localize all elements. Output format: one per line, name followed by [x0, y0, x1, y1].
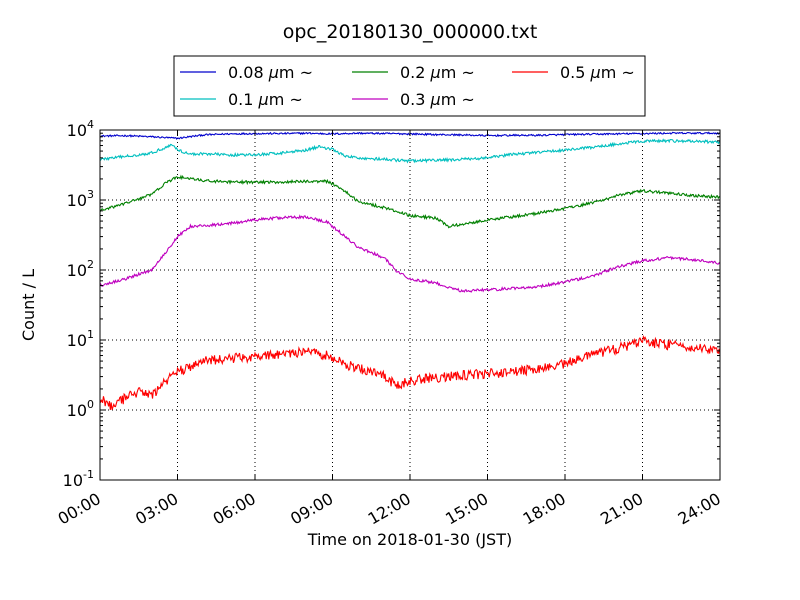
y-tick-label: 103: [67, 188, 94, 210]
legend-box: [173, 55, 646, 117]
y-tick-label: 100: [67, 398, 94, 420]
tick-layer: [99, 129, 721, 481]
y-tick-label: 10-1: [63, 468, 94, 490]
series-layer: [99, 131, 721, 410]
y-tick-label: 101: [67, 328, 94, 350]
legend: 0.08 μm ~ 0.1 μm ~ 0.2 μm ~ 0.3 μm ~ 0.5 μm …: [173, 55, 646, 117]
series-line-5: [99, 334, 721, 410]
grid-layer: [100, 130, 720, 480]
series-line-3: [99, 174, 721, 229]
series-line-4: [99, 214, 721, 293]
legend-label-5: 0.5 μm ~: [560, 63, 635, 82]
x-axis-label: Time on 2018-01-30 (JST): [307, 530, 512, 549]
y-tick-label: 104: [67, 118, 94, 140]
series-line-2: [99, 138, 721, 164]
legend-label-1: 0.08 μm ~: [228, 63, 313, 82]
legend-label-4: 0.3 μm ~: [400, 90, 475, 109]
chart-title: opc_20180130_000000.txt: [283, 21, 538, 43]
legend-label-3: 0.2 μm ~: [400, 63, 475, 82]
legend-label-2: 0.1 μm ~: [228, 90, 303, 109]
y-axis-label: Count / L: [19, 269, 38, 341]
y-tick-label: 102: [67, 258, 94, 280]
